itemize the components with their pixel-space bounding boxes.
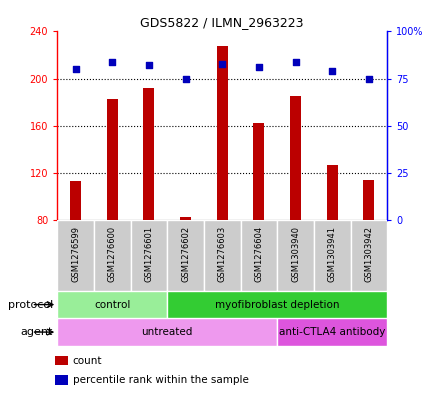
Text: GSM1276604: GSM1276604 (254, 226, 264, 282)
Text: myofibroblast depletion: myofibroblast depletion (215, 299, 339, 310)
Point (365, 75, 372, 82)
Point (329, 68, 336, 74)
Bar (55, 375, 67, 385)
Point (219, 61, 226, 67)
Text: GSM1276599: GSM1276599 (71, 226, 80, 282)
Bar (143, 88, 154, 220)
Bar (57, 291, 167, 318)
Text: count: count (73, 356, 102, 366)
Text: GSM1276603: GSM1276603 (218, 226, 227, 282)
Text: untreated: untreated (142, 327, 193, 337)
Bar (290, 96, 301, 220)
Bar (55, 356, 67, 365)
Text: GSM1303942: GSM1303942 (364, 226, 374, 282)
Bar (180, 217, 191, 220)
Text: GSM1276600: GSM1276600 (108, 226, 117, 282)
Bar (167, 291, 387, 318)
Point (182, 75, 189, 82)
Bar (70, 181, 81, 220)
Point (255, 64, 262, 70)
Bar (351, 220, 387, 291)
Text: GSM1276602: GSM1276602 (181, 226, 190, 282)
Bar (57, 220, 94, 291)
Point (145, 62, 152, 68)
Text: anti-CTLA4 antibody: anti-CTLA4 antibody (279, 327, 385, 337)
Text: agent: agent (20, 327, 53, 337)
Bar (277, 220, 314, 291)
Bar (167, 220, 204, 291)
Bar (241, 220, 277, 291)
Bar (204, 220, 241, 291)
Text: protocol: protocol (7, 299, 53, 310)
Point (72, 66, 79, 72)
Title: GDS5822 / ILMN_2963223: GDS5822 / ILMN_2963223 (140, 16, 304, 29)
Bar (131, 220, 167, 291)
Bar (314, 220, 351, 291)
Text: GSM1276601: GSM1276601 (144, 226, 154, 282)
Point (292, 59, 299, 65)
Bar (217, 46, 228, 220)
Text: percentile rank within the sample: percentile rank within the sample (73, 375, 249, 386)
Text: GSM1303940: GSM1303940 (291, 226, 300, 282)
Bar (277, 318, 387, 346)
Bar (107, 99, 118, 220)
Text: GSM1303941: GSM1303941 (328, 226, 337, 282)
Point (109, 59, 116, 65)
Text: control: control (94, 299, 130, 310)
Bar (253, 123, 264, 220)
Bar (94, 220, 131, 291)
Bar (327, 165, 338, 220)
Bar (363, 180, 374, 220)
Bar (57, 318, 277, 346)
